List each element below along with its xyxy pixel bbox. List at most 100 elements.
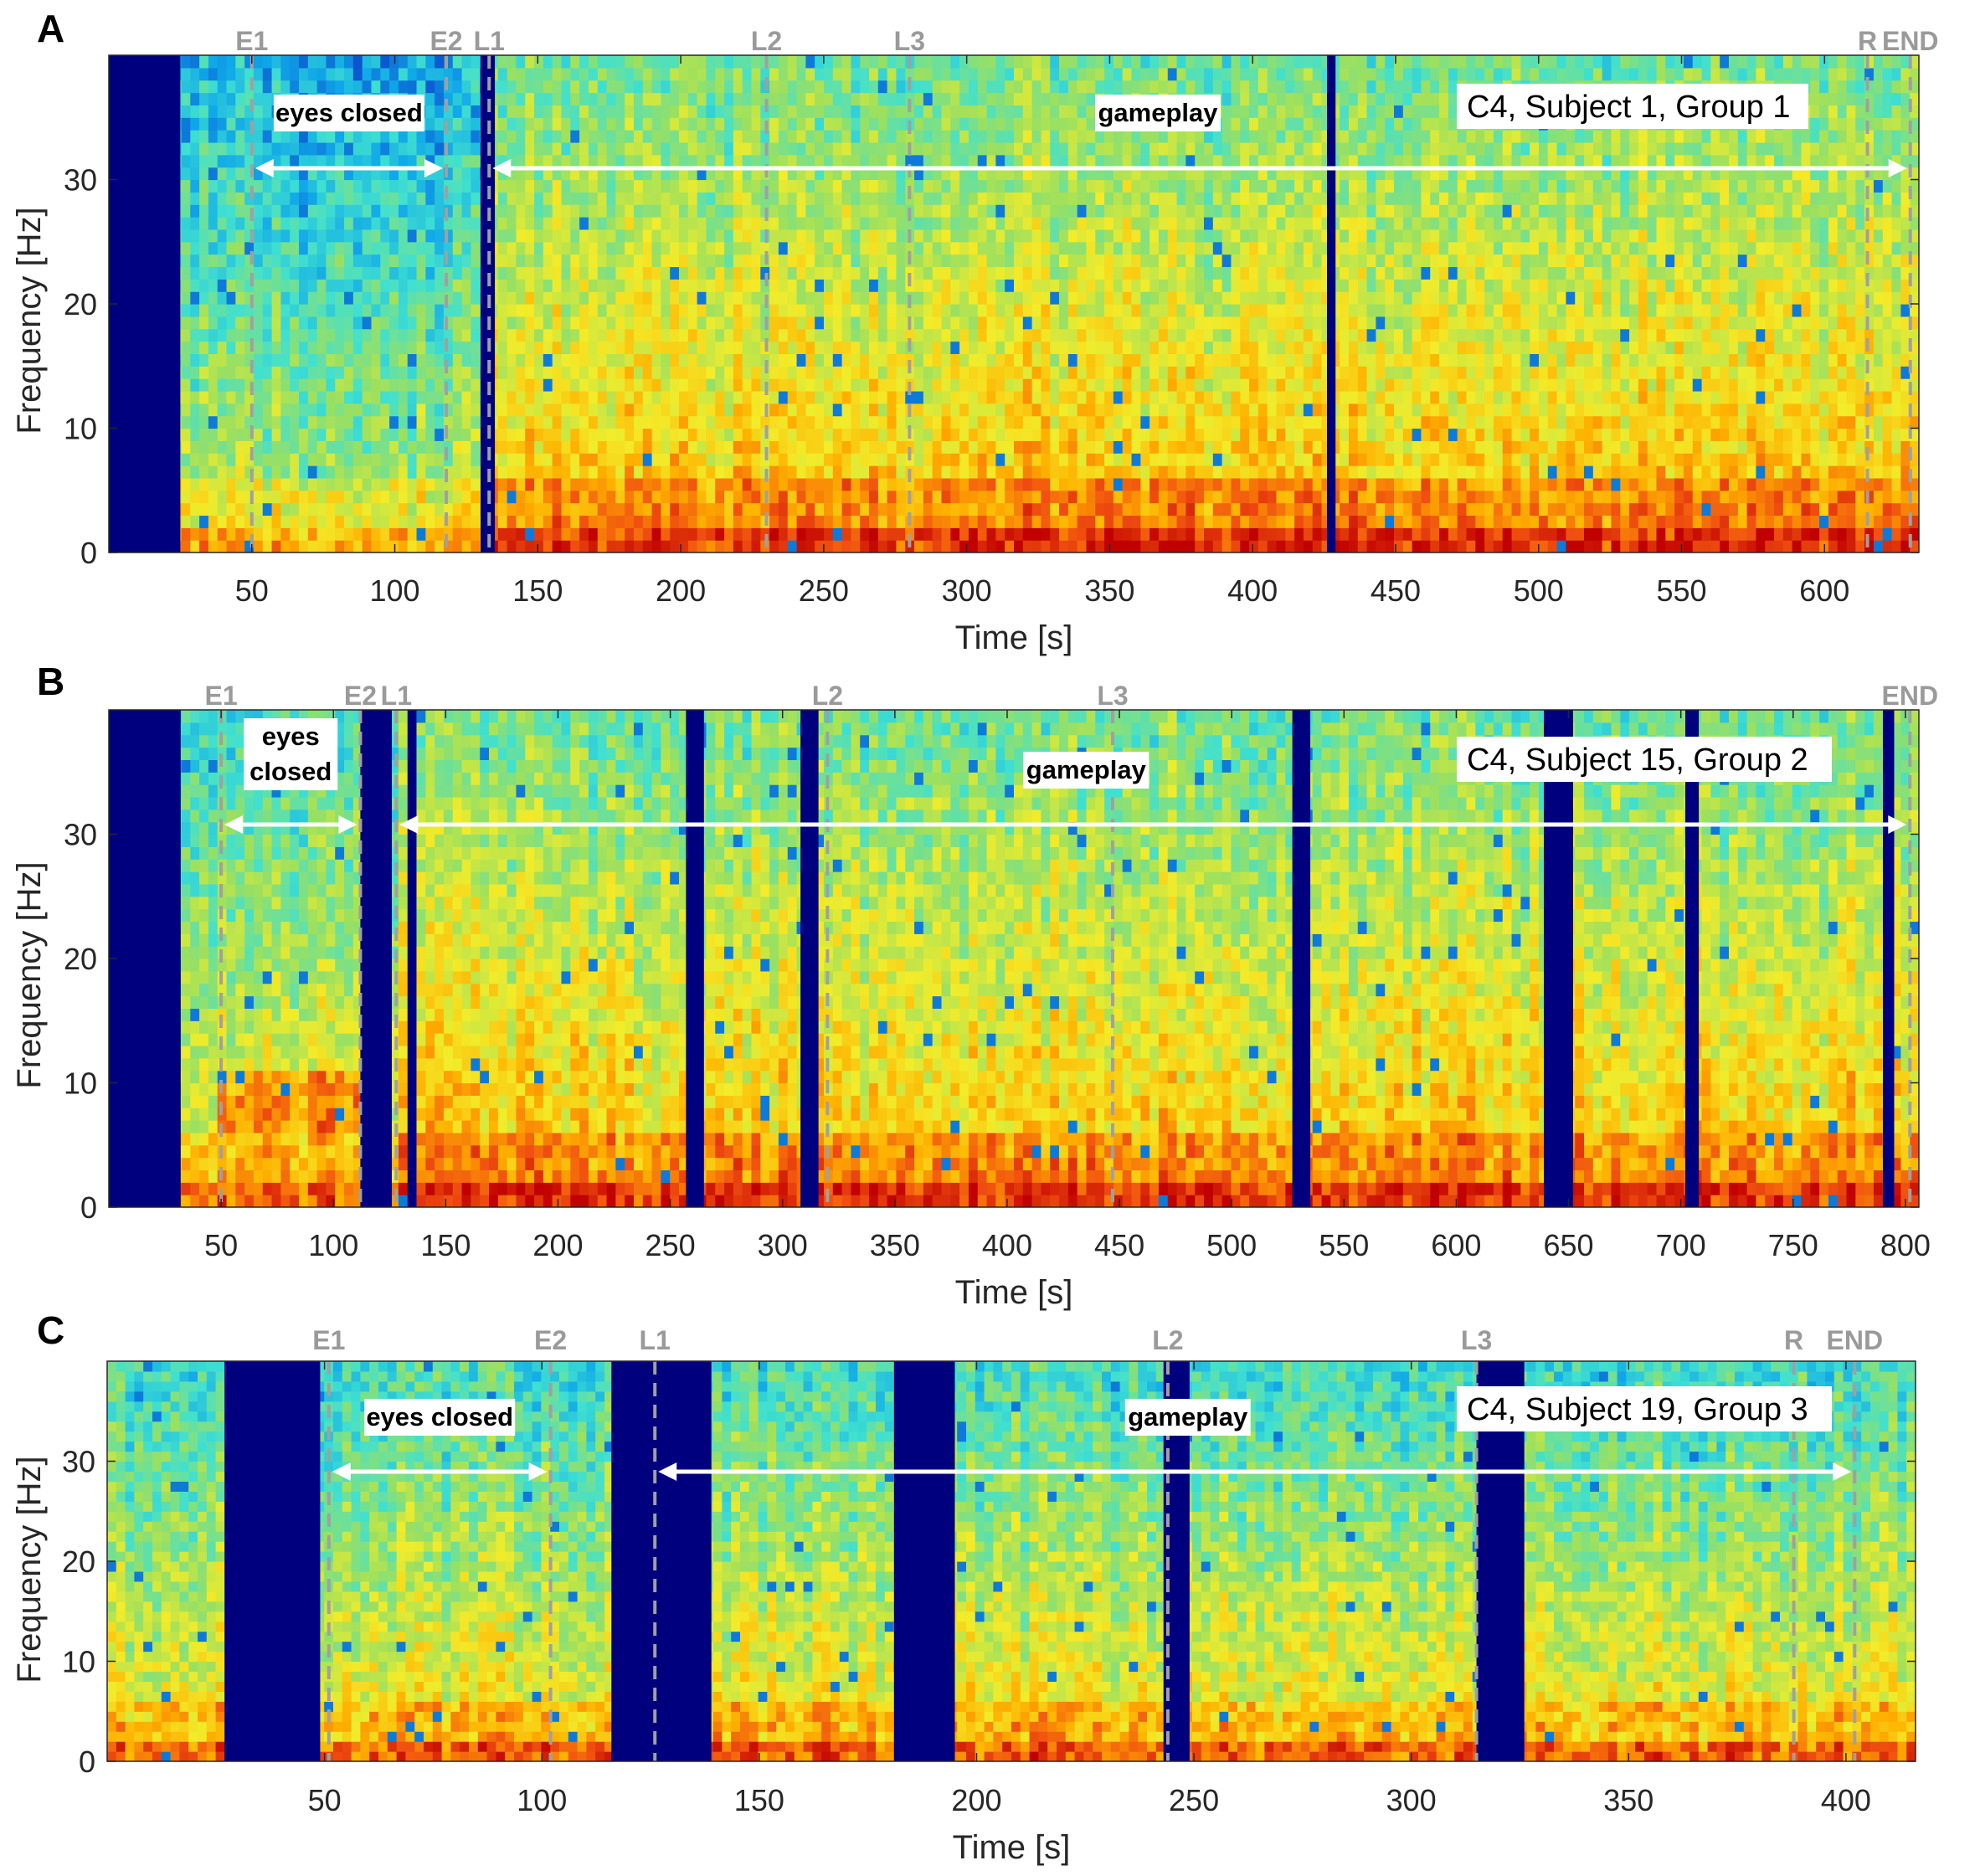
heatmap-cell <box>887 55 897 69</box>
heatmap-cell <box>625 515 635 528</box>
heatmap-cell <box>606 117 616 131</box>
heatmap-cell <box>615 291 625 305</box>
heatmap-cell <box>941 229 951 243</box>
heatmap-cell <box>959 117 969 131</box>
heatmap-cell <box>435 130 445 143</box>
heatmap-cell <box>995 341 1005 354</box>
heatmap-cell <box>1212 279 1223 292</box>
heatmap-cell <box>380 415 390 429</box>
heatmap-cell <box>452 192 463 205</box>
heatmap-cell <box>687 366 698 379</box>
heatmap-cell <box>642 217 653 230</box>
heatmap-cell <box>552 328 563 342</box>
heatmap-cell <box>923 515 933 528</box>
heatmap-cell <box>887 378 897 392</box>
heatmap-cell <box>271 80 281 94</box>
heatmap-cell <box>914 179 924 193</box>
heatmap-cell <box>733 366 743 379</box>
heatmap-cell <box>715 291 725 305</box>
heatmap-cell <box>217 490 228 504</box>
heatmap-cell <box>805 428 815 441</box>
heatmap-cell <box>815 540 825 553</box>
heatmap-cell <box>832 328 843 342</box>
heatmap-cell <box>552 366 563 379</box>
heatmap-cell <box>570 67 580 81</box>
heatmap-cell <box>1005 229 1015 243</box>
heatmap-cell <box>1185 465 1196 479</box>
heatmap-cell <box>805 67 815 81</box>
heatmap-cell <box>497 440 508 454</box>
heatmap-cell <box>869 502 879 517</box>
heatmap-cell <box>959 428 969 441</box>
heatmap-cell <box>932 67 943 81</box>
heatmap-cell <box>787 192 798 205</box>
heatmap-cell <box>787 465 798 479</box>
heatmap-cell <box>1067 229 1078 243</box>
heatmap-cell <box>923 217 933 230</box>
heatmap-cell <box>796 80 806 94</box>
heatmap-cell <box>670 192 680 205</box>
heatmap-cell <box>416 477 426 491</box>
heatmap-cell <box>760 328 770 342</box>
heatmap-cell <box>507 440 517 454</box>
heatmap-cell <box>371 440 381 454</box>
heatmap-cell <box>1104 192 1114 205</box>
heatmap-cell <box>507 241 517 255</box>
heatmap-cell <box>507 502 517 517</box>
heatmap-cell <box>561 353 571 367</box>
heatmap-cell <box>1221 154 1232 168</box>
heatmap-cell <box>1204 366 1214 379</box>
heatmap-cell <box>570 167 580 181</box>
heatmap-cell <box>579 241 589 255</box>
heatmap-cell <box>299 179 309 193</box>
heatmap-cell <box>815 390 825 404</box>
heatmap-cell <box>579 366 589 379</box>
heatmap-cell <box>262 217 273 230</box>
heatmap-cell <box>226 527 236 541</box>
heatmap-cell <box>380 55 390 69</box>
heatmap-cell <box>815 279 825 292</box>
heatmap-cell <box>389 415 399 429</box>
heatmap-cell <box>443 453 454 466</box>
heatmap-cell <box>1113 527 1124 541</box>
heatmap-cell <box>352 279 363 292</box>
heatmap-cell <box>941 403 951 417</box>
heatmap-cell <box>299 130 309 143</box>
heatmap-cell <box>1077 353 1088 367</box>
heatmap-cell <box>778 192 789 205</box>
heatmap-cell <box>352 217 363 230</box>
heatmap-cell <box>651 341 662 354</box>
heatmap-cell <box>914 217 924 230</box>
heatmap-cell <box>1014 316 1024 330</box>
heatmap-cell <box>1086 453 1096 466</box>
heatmap-cell <box>570 80 580 94</box>
heatmap-cell <box>697 477 707 491</box>
heatmap-cell <box>597 192 608 205</box>
heatmap-cell <box>1022 304 1033 317</box>
heatmap-cell <box>805 465 815 479</box>
heatmap-cell <box>932 477 943 491</box>
heatmap-cell <box>199 154 209 168</box>
heatmap-cell <box>995 465 1005 479</box>
heatmap-cell <box>633 92 644 105</box>
heatmap-cell <box>633 291 644 305</box>
heatmap-cell <box>697 291 707 305</box>
heatmap-cell <box>1005 254 1015 268</box>
heatmap-cell <box>597 353 608 367</box>
heatmap-cell <box>389 291 399 305</box>
heatmap-cell <box>588 141 599 156</box>
heatmap-cell <box>235 316 245 330</box>
heatmap-cell <box>1086 179 1096 193</box>
heatmap-cell <box>579 141 589 156</box>
heatmap-cell <box>1067 453 1078 466</box>
heatmap-cell <box>805 141 815 156</box>
heatmap-cell <box>497 316 508 330</box>
heatmap-cell <box>362 515 373 528</box>
heatmap-cell <box>1095 527 1105 541</box>
heatmap-cell <box>1050 403 1060 417</box>
heatmap-cell <box>299 378 309 392</box>
heatmap-cell <box>633 353 644 367</box>
heatmap-cell <box>1031 266 1042 280</box>
heatmap-cell <box>724 453 734 466</box>
heatmap-cell <box>507 366 517 379</box>
